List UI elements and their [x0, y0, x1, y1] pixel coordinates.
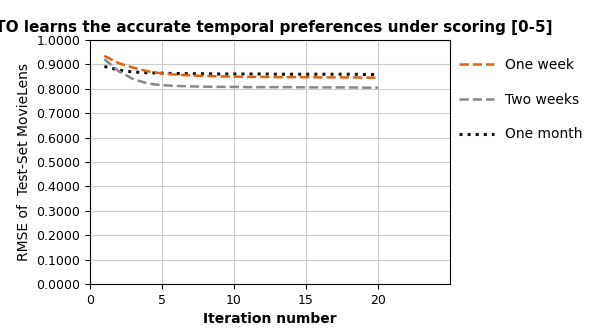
Two weeks — [374, 86, 382, 90]
One week — [144, 69, 151, 73]
One month — [302, 72, 310, 76]
X-axis label: Iteration number: Iteration number — [203, 312, 337, 326]
Two weeks — [173, 84, 180, 88]
Two weeks — [187, 85, 194, 89]
One month — [158, 71, 166, 75]
Two weeks — [158, 83, 166, 87]
One month — [216, 72, 223, 76]
One month — [360, 72, 367, 76]
Title: LTO learns the accurate temporal preferences under scoring [0-5]: LTO learns the accurate temporal prefere… — [0, 20, 552, 35]
Two weeks — [288, 85, 295, 89]
Two weeks — [274, 85, 281, 89]
One week — [331, 75, 338, 79]
Y-axis label: RMSE of  Test-Set MovieLens: RMSE of Test-Set MovieLens — [17, 63, 31, 261]
One month — [259, 72, 266, 76]
Two weeks — [101, 57, 108, 61]
One month — [202, 72, 209, 76]
One month — [144, 71, 151, 75]
One month — [374, 72, 382, 76]
One month — [346, 72, 353, 76]
Two weeks — [302, 86, 310, 90]
One month — [230, 72, 238, 76]
Two weeks — [331, 86, 338, 90]
One week — [101, 54, 108, 58]
Two weeks — [144, 81, 151, 86]
Two weeks — [115, 69, 122, 73]
One month — [331, 72, 338, 76]
One month — [101, 64, 108, 68]
Two weeks — [202, 85, 209, 89]
Two weeks — [259, 85, 266, 89]
Two weeks — [245, 85, 252, 89]
One week — [274, 75, 281, 79]
One week — [346, 75, 353, 79]
One week — [158, 71, 166, 75]
Two weeks — [230, 85, 238, 89]
Legend: One week, Two weeks, One month: One week, Two weeks, One month — [454, 52, 588, 147]
One week — [202, 74, 209, 78]
One week — [245, 75, 252, 79]
Two weeks — [317, 86, 324, 90]
One month — [274, 72, 281, 76]
One month — [173, 71, 180, 75]
One month — [245, 72, 252, 76]
One week — [317, 75, 324, 79]
Line: Two weeks: Two weeks — [104, 59, 378, 88]
One month — [317, 72, 324, 76]
One week — [374, 75, 382, 79]
Two weeks — [216, 85, 223, 89]
One week — [173, 73, 180, 77]
Two weeks — [360, 86, 367, 90]
One week — [115, 61, 122, 65]
One week — [302, 75, 310, 79]
Two weeks — [130, 77, 137, 81]
One week — [130, 65, 137, 69]
One week — [230, 75, 238, 79]
One week — [187, 73, 194, 77]
Two weeks — [346, 86, 353, 90]
One month — [288, 72, 295, 76]
One week — [259, 75, 266, 79]
One week — [288, 75, 295, 79]
One week — [360, 75, 367, 79]
One month — [115, 68, 122, 72]
One month — [130, 70, 137, 74]
Line: One week: One week — [104, 56, 378, 77]
One week — [216, 74, 223, 78]
One month — [187, 72, 194, 76]
Line: One month: One month — [104, 66, 378, 74]
